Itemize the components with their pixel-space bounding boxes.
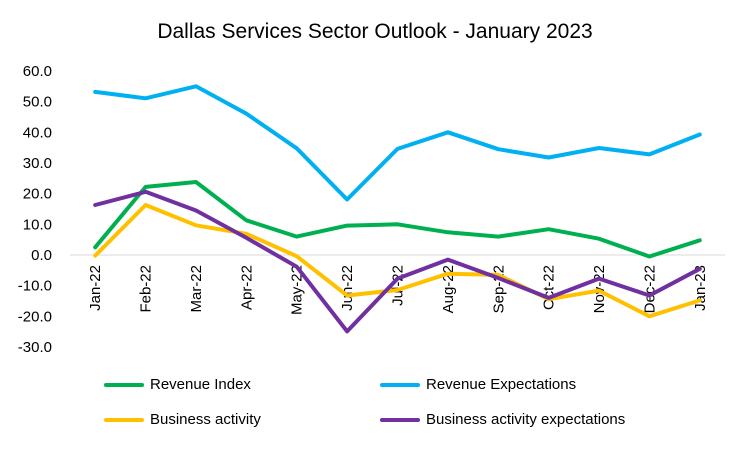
chart-title: Dallas Services Sector Outlook - January… — [157, 20, 592, 43]
series-line-revenue-expectations — [93, 84, 702, 202]
y-tick-label: -20.0 — [18, 308, 52, 325]
x-tick-label: Oct-22 — [541, 265, 558, 310]
y-tick-label: 30.0 — [23, 155, 52, 172]
x-tick-label: Sep-22 — [490, 265, 507, 313]
x-tick-label: Aug-22 — [440, 265, 457, 313]
y-tick-label: -30.0 — [18, 339, 52, 356]
x-tick-label: Jan-23 — [692, 265, 709, 311]
x-tick-label: Mar-22 — [188, 265, 205, 313]
series-line-business-activity-expectations — [93, 189, 702, 334]
series-lines — [93, 84, 702, 334]
x-tick-label: Apr-22 — [238, 265, 255, 310]
y-tick-label: 50.0 — [23, 94, 52, 111]
y-axis-ticks: 60.0 50.0 40.0 30.0 20.0 10.0 0.0 -10.0 -20.0 -30… — [18, 63, 52, 356]
y-tick-label: 60.0 — [23, 63, 52, 80]
y-tick-label: 0.0 — [31, 247, 52, 264]
y-tick-label: 20.0 — [23, 186, 52, 203]
x-tick-label: Feb-22 — [138, 265, 155, 313]
series-line-business-activity — [93, 203, 702, 319]
series-line-revenue-index — [93, 180, 702, 259]
y-tick-label: -10.0 — [18, 278, 52, 295]
x-tick-label: Jan-22 — [87, 265, 104, 311]
y-tick-label: 10.0 — [23, 216, 52, 233]
x-tick-label: Dec-22 — [641, 265, 658, 313]
y-tick-label: 40.0 — [23, 124, 52, 141]
x-tick-label: May-22 — [289, 265, 306, 315]
x-tick-label: Jun-22 — [339, 265, 356, 311]
